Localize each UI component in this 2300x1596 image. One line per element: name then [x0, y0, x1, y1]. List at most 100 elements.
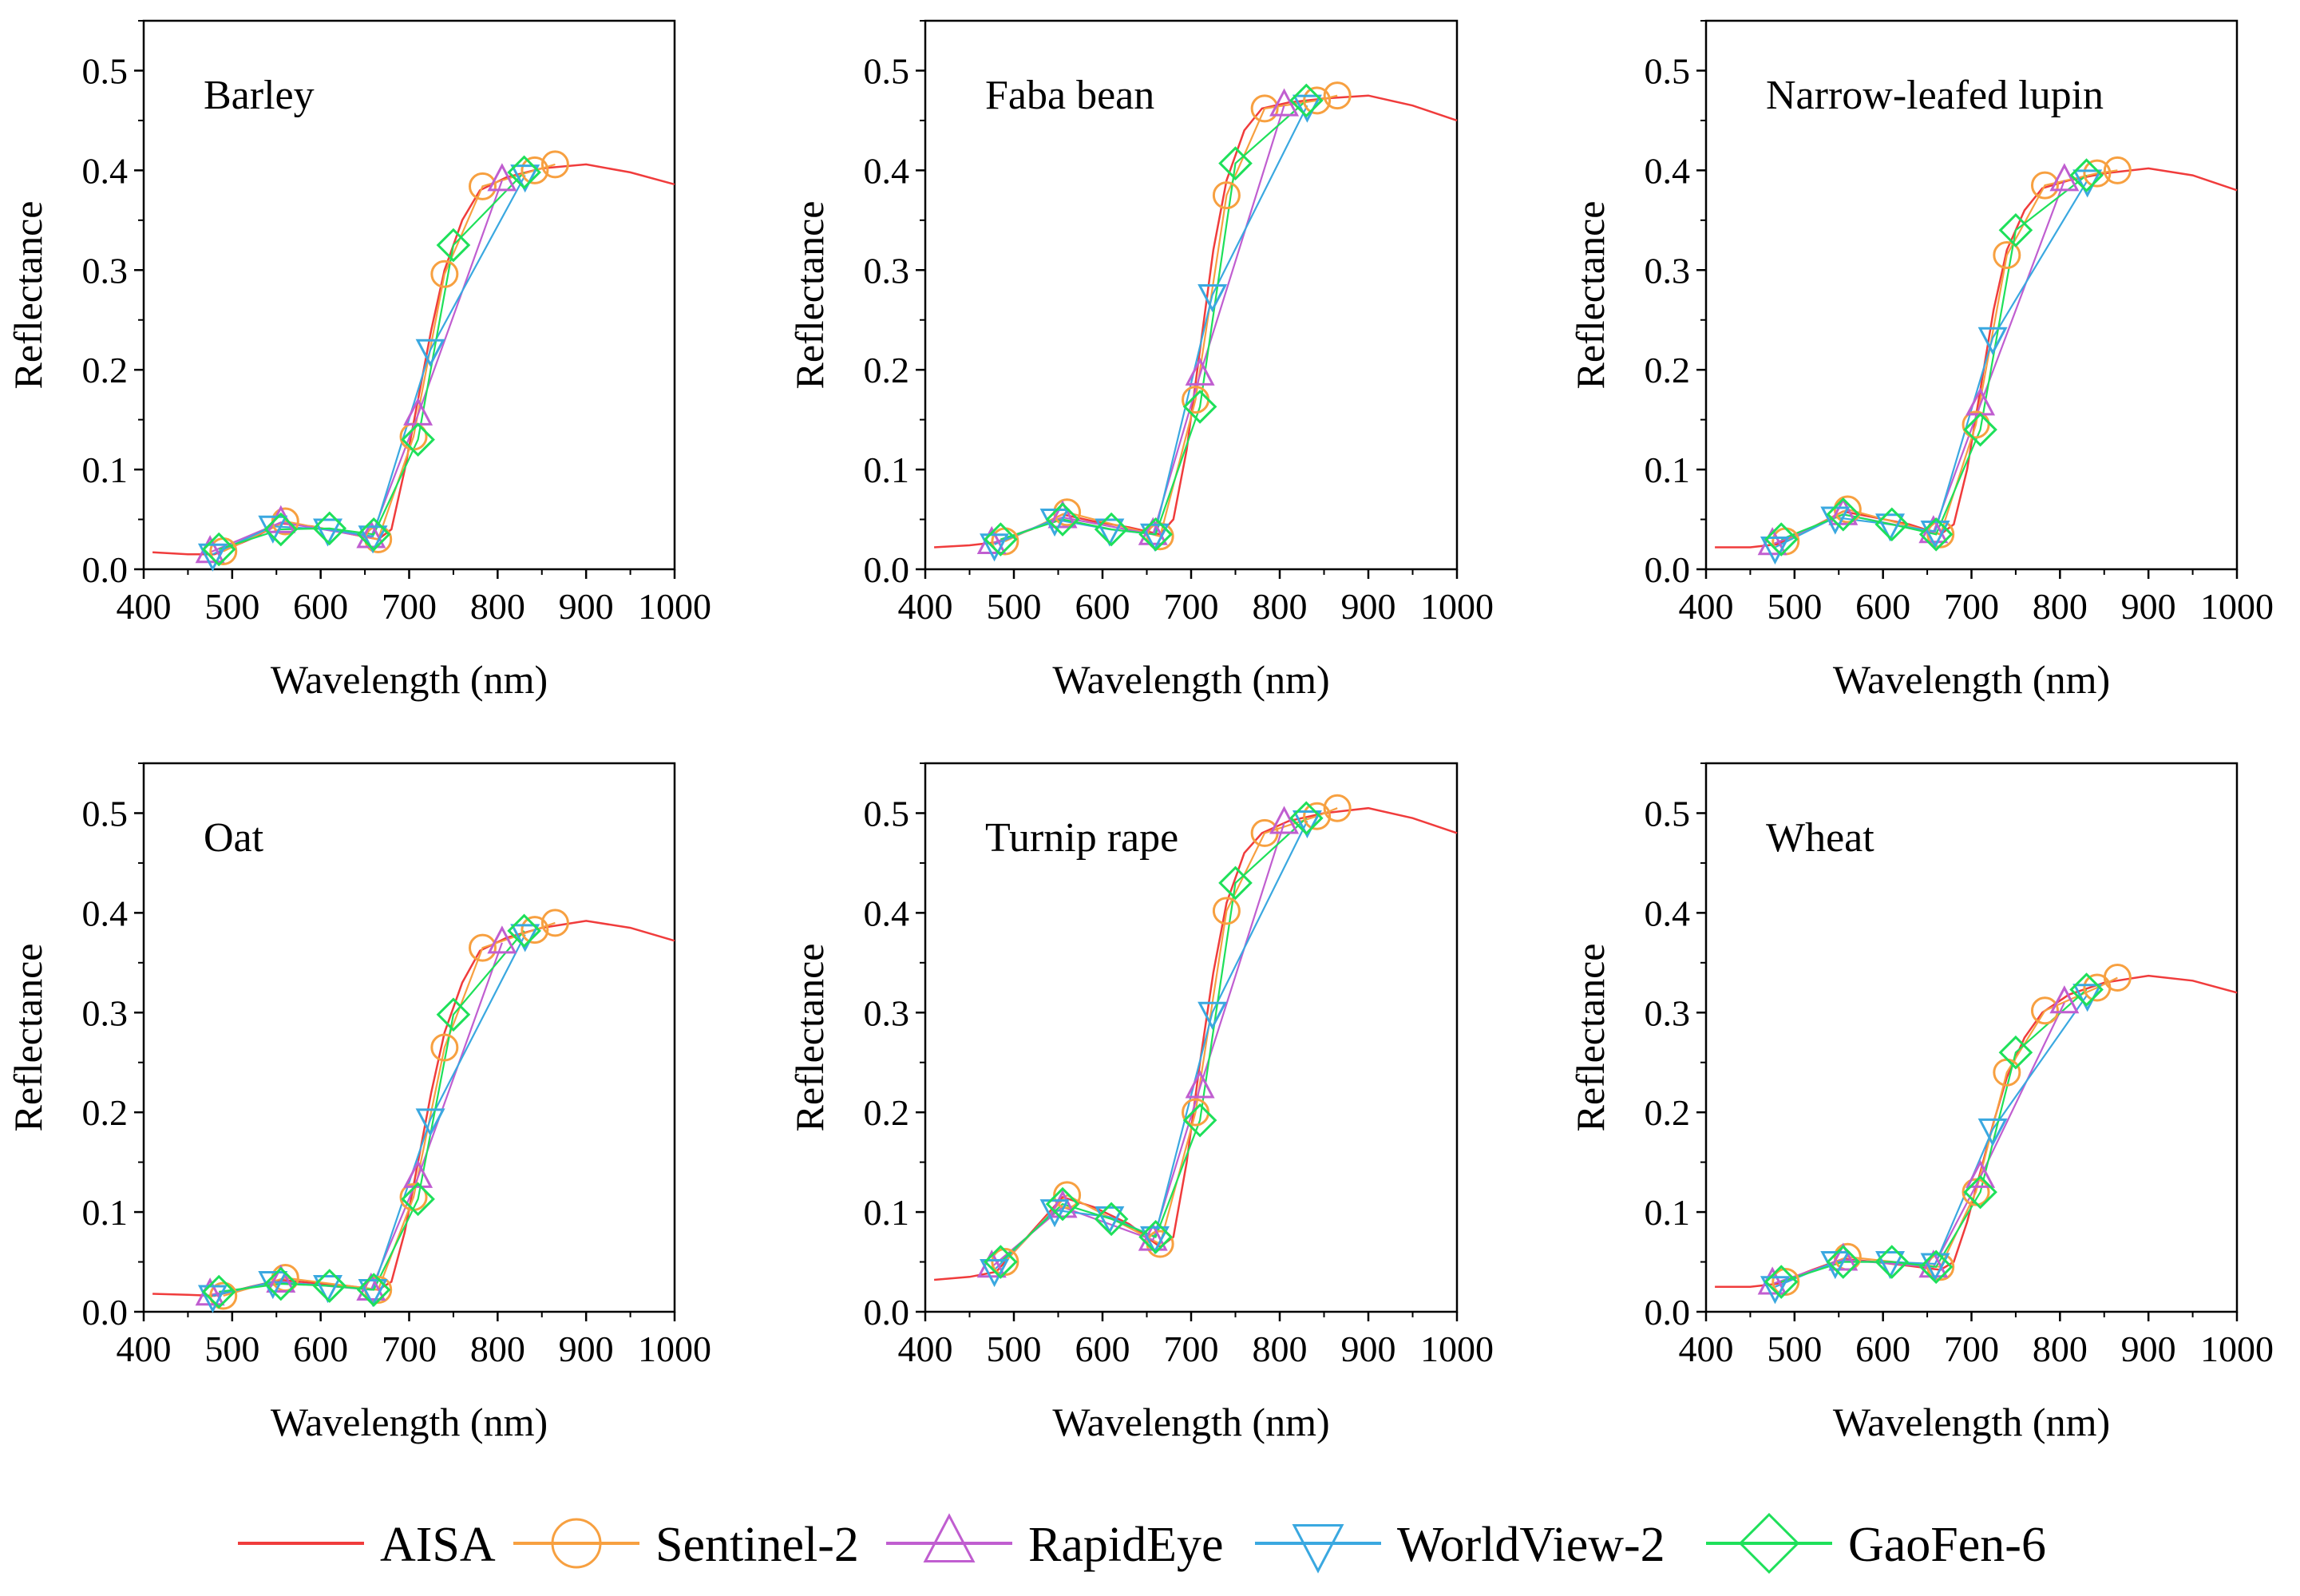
data-point-gaofen-6 [1918, 517, 1954, 552]
data-point-rapideye [1828, 497, 1859, 525]
x-tick-label: 700 [1944, 1329, 1999, 1369]
series-line-aisa [933, 806, 1458, 1281]
series-line-worldview-2 [1774, 994, 2088, 1288]
data-point-gaofen-6 [312, 511, 347, 546]
data-point-sentinel-2 [1993, 241, 2021, 270]
data-point-worldview-2 [358, 1279, 388, 1308]
y-tick-label: 0.5 [1645, 793, 1691, 834]
data-point-worldview-2 [358, 525, 388, 554]
y-tick-label: 0.1 [1645, 1192, 1691, 1233]
legend-marker-gaofen-6 [1738, 1512, 1800, 1574]
data-point-sentinel-2 [430, 1033, 459, 1062]
data-point-gaofen-6 [201, 532, 236, 567]
data-point-gaofen-6 [1094, 512, 1129, 547]
data-point-rapideye [1269, 806, 1300, 834]
data-point-sentinel-2 [1323, 794, 1352, 822]
data-point-worldview-2 [1760, 1276, 1790, 1305]
x-axis-label: Wavelength (nm) [1833, 657, 2110, 702]
data-point-sentinel-2 [1303, 802, 1332, 830]
legend-marker-rapideye [923, 1513, 976, 1562]
y-tick-label: 0.0 [82, 549, 129, 590]
legend-marker-worldview-2 [1292, 1524, 1344, 1574]
data-point-rapideye [1047, 500, 1078, 529]
legend-label: WorldView-2 [1397, 1518, 1665, 1572]
panel-turnip-rape: 400 500 600 700 800 900 1000 0.0 0.1 0.2 0.3 0.4 0.5… [787, 762, 1494, 1444]
data-point-gaofen-6 [436, 997, 471, 1032]
data-point-rapideye [1047, 1190, 1078, 1218]
panel-faba-bean: 400 500 600 700 800 900 1000 0.0 0.1 0.2 0.3 0.4 0.5… [787, 19, 1494, 702]
data-point-rapideye [487, 163, 517, 192]
data-point-rapideye [1965, 1159, 1996, 1188]
x-axis-label: Wavelength (nm) [1833, 1400, 2110, 1444]
y-tick-label: 0.2 [864, 1092, 910, 1133]
data-point-gaofen-6 [312, 1269, 347, 1303]
data-point-sentinel-2 [2103, 156, 2132, 184]
series-line-aisa [1715, 974, 2238, 1289]
legend-label: Sentinel-2 [655, 1518, 859, 1572]
data-point-worldview-2 [1875, 513, 1906, 542]
data-point-gaofen-6 [436, 228, 471, 263]
data-point-gaofen-6 [1998, 212, 2033, 248]
x-tick-label: 400 [898, 1329, 953, 1369]
data-point-sentinel-2 [540, 150, 569, 179]
data-point-gaofen-6 [2069, 972, 2104, 1007]
x-tick-label: 1000 [638, 1329, 711, 1369]
x-tick-label: 800 [470, 1329, 525, 1369]
x-tick-label: 500 [987, 1329, 1042, 1369]
data-point-gaofen-6 [263, 512, 299, 547]
data-point-rapideye [487, 925, 517, 954]
data-point-sentinel-2 [540, 909, 569, 937]
data-point-sentinel-2 [1303, 86, 1332, 115]
data-point-gaofen-6 [1218, 146, 1253, 180]
data-point-worldview-2 [1198, 1001, 1228, 1030]
x-tick-label: 700 [382, 1329, 437, 1369]
y-tick-label: 0.3 [864, 992, 910, 1033]
x-tick-label: 900 [2121, 586, 2176, 627]
data-point-rapideye [976, 1249, 1007, 1278]
y-axis-label: Reflectance [787, 944, 832, 1132]
x-axis-label: Wavelength (nm) [271, 657, 548, 702]
x-tick-label: 800 [1253, 1329, 1308, 1369]
legend-marker-sentinel-2 [551, 1518, 602, 1569]
x-axis-label: Wavelength (nm) [1052, 1400, 1329, 1444]
y-tick-label: 0.0 [1645, 549, 1691, 590]
data-point-gaofen-6 [1094, 1202, 1129, 1237]
data-point-sentinel-2 [1772, 1268, 1800, 1297]
data-point-gaofen-6 [1918, 1249, 1954, 1285]
series-line-rapideye [209, 180, 503, 553]
y-tick-label: 0.0 [82, 1292, 129, 1333]
data-point-gaofen-6 [1826, 497, 1861, 532]
data-point-gaofen-6 [1963, 1174, 1997, 1210]
data-point-gaofen-6 [1138, 1219, 1173, 1254]
x-tick-label: 500 [1767, 1329, 1822, 1369]
data-point-gaofen-6 [1182, 390, 1217, 424]
data-point-worldview-2 [197, 1285, 228, 1313]
y-tick-label: 0.0 [864, 549, 910, 590]
data-point-sentinel-2 [521, 156, 549, 184]
y-tick-label: 0.2 [1645, 350, 1691, 390]
x-tick-label: 800 [1253, 586, 1308, 627]
data-point-sentinel-2 [1212, 181, 1241, 210]
x-axis-label: Wavelength (nm) [1052, 657, 1329, 702]
data-point-worldview-2 [1140, 523, 1170, 552]
data-point-rapideye [1828, 1242, 1859, 1271]
x-tick-label: 600 [1855, 1329, 1910, 1369]
y-axis-label: Reflectance [6, 944, 50, 1132]
data-point-worldview-2 [1039, 1199, 1070, 1228]
series-line-gaofen-6 [1780, 988, 2088, 1283]
x-tick-label: 800 [2033, 586, 2088, 627]
y-tick-label: 0.5 [82, 793, 129, 834]
x-tick-label: 400 [898, 586, 953, 627]
data-point-gaofen-6 [263, 1266, 299, 1301]
data-point-worldview-2 [313, 1275, 343, 1304]
data-point-gaofen-6 [1138, 517, 1173, 552]
panel-title: Wheat [1766, 815, 1874, 861]
x-tick-label: 600 [293, 1329, 348, 1369]
panel-oat: 400 500 600 700 800 900 1000 0.0 0.1 0.2 0.3 0.4 0.5… [6, 762, 711, 1444]
data-point-gaofen-6 [1218, 865, 1253, 901]
data-point-sentinel-2 [1250, 94, 1279, 123]
series-line-gaofen-6 [218, 172, 525, 551]
y-tick-label: 0.3 [1645, 250, 1691, 291]
legend-label: GaoFen-6 [1848, 1518, 2046, 1572]
